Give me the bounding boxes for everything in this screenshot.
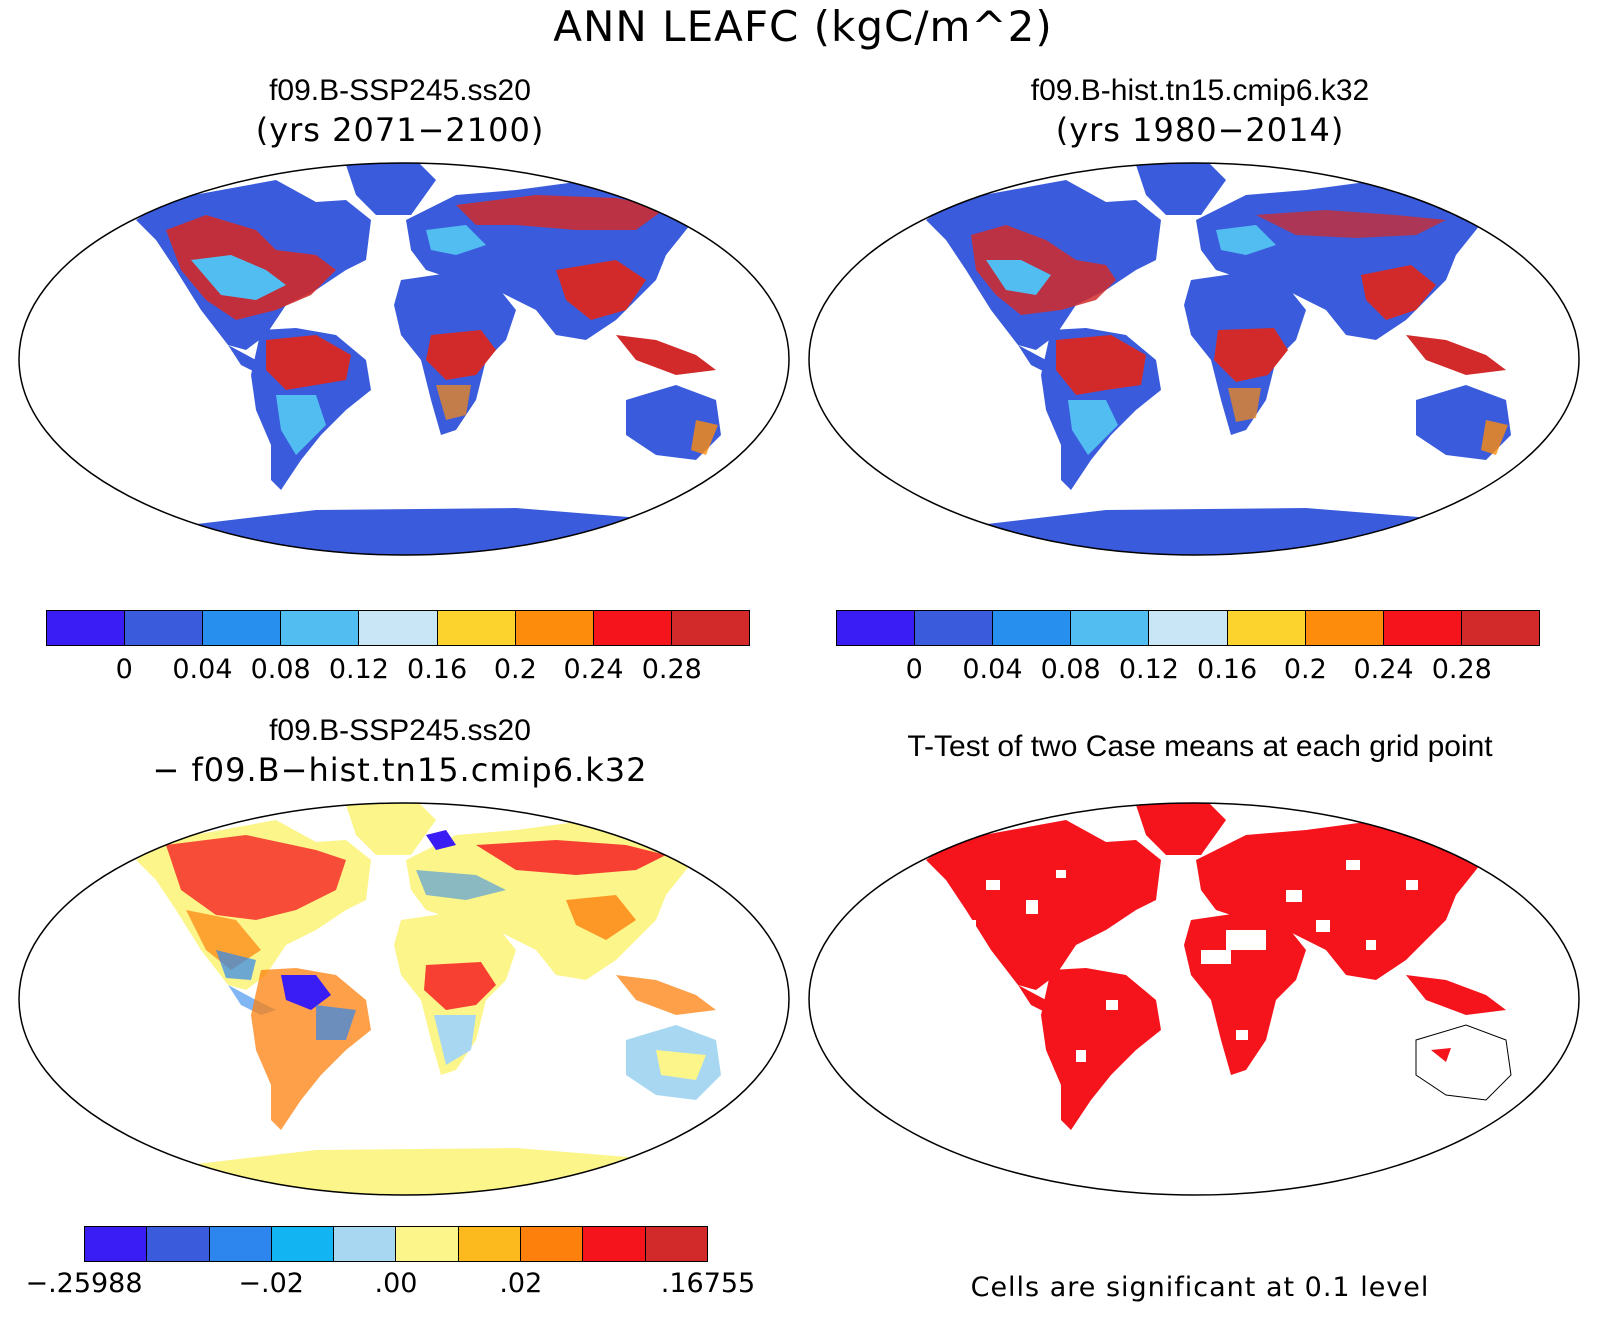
panel-case-name: f09.B-SSP245.ss20 <box>269 74 531 107</box>
colorbar-swatch <box>1305 611 1384 645</box>
colorbar-difference <box>84 1226 708 1262</box>
map-top-left <box>18 162 790 556</box>
colorbar-tick-label: 0.16 <box>1197 654 1258 685</box>
colorbar-swatch <box>437 611 516 645</box>
colorbar-swatch <box>1149 611 1228 645</box>
colorbar-swatch <box>334 1227 397 1261</box>
colorbar-tick-label: −.02 <box>238 1268 304 1299</box>
significance-layer <box>926 803 1512 1130</box>
colorbar-swatch <box>521 1227 584 1261</box>
colorbar-swatch <box>125 611 204 645</box>
colorbar-tick-label: 0.08 <box>250 654 311 685</box>
colorbar-tick-label: 0.2 <box>1283 654 1327 685</box>
colorbar-tick-label: −.25988 <box>25 1268 143 1299</box>
panel-years: (yrs 2071−2100) <box>255 111 545 149</box>
colorbar-swatch <box>837 611 916 645</box>
colorbar-swatch <box>147 1227 210 1261</box>
colorbar-tick-label: 0.28 <box>1431 654 1492 685</box>
figure-title: ANN LEAFC (kgC/m^2) <box>553 2 1053 51</box>
colorbar-tick-label: 0.24 <box>1353 654 1414 685</box>
colorbar-swatch <box>85 1227 148 1261</box>
colorbar-tick-label: 0 <box>115 654 133 685</box>
colorbar-tick-label: .02 <box>499 1268 543 1299</box>
colorbar-swatch <box>915 611 994 645</box>
colorbar-tick-label: 0.12 <box>1118 654 1179 685</box>
colorbar-swatch <box>583 1227 646 1261</box>
colorbar-tick-label: 0.28 <box>641 654 702 685</box>
colorbar-swatch <box>458 1227 522 1261</box>
colorbar-tick-label: 0 <box>905 654 923 685</box>
panel-years: (yrs 1980−2014) <box>1055 111 1345 149</box>
colorbar-tick-label: 0.04 <box>962 654 1023 685</box>
map-top-right <box>808 162 1580 556</box>
panel-difference-label: − f09.B−hist.tn15.cmip6.k32 <box>152 751 648 789</box>
colorbar-swatch <box>203 611 282 645</box>
colorbar-swatch <box>47 611 126 645</box>
panel-title-top-left: f09.B-SSP245.ss20 (yrs 2071−2100) <box>0 72 800 150</box>
colorbar-swatch <box>1227 611 1306 645</box>
colorbar-swatch <box>1071 611 1150 645</box>
colorbar-tick-label: .00 <box>374 1268 418 1299</box>
colorbar-top-left <box>46 610 750 646</box>
colorbar-swatch <box>515 611 594 645</box>
colorbar-top-left-labels: 0 0.04 0.08 0.12 0.16 0.2 0.24 0.28 <box>46 654 750 688</box>
panel-title-top-right: f09.B-hist.tn15.cmip6.k32 (yrs 1980−2014… <box>800 72 1600 150</box>
panel-case-name: f09.B-SSP245.ss20 <box>269 714 531 747</box>
colorbar-swatch <box>271 1227 335 1261</box>
colorbar-swatch <box>993 611 1072 645</box>
colorbar-swatch <box>671 611 749 645</box>
non-significant-cells <box>966 860 1418 1062</box>
panel-title-bottom-right: T-Test of two Case means at each grid po… <box>800 728 1600 766</box>
colorbar-tick-label: 0.24 <box>563 654 624 685</box>
colorbar-top-right-labels: 0 0.04 0.08 0.12 0.16 0.2 0.24 0.28 <box>836 654 1540 688</box>
colorbar-tick-label: 0.12 <box>328 654 389 685</box>
colorbar-swatch <box>1461 611 1539 645</box>
colorbar-swatch <box>645 1227 707 1261</box>
significance-note: Cells are significant at 0.1 level <box>970 1272 1430 1303</box>
colorbar-difference-labels: −.25988 −.02 .00 .02 .16755 <box>25 1268 755 1302</box>
colorbar-tick-label: 0.2 <box>493 654 537 685</box>
colorbar-top-right <box>836 610 1540 646</box>
colorbar-swatch <box>209 1227 272 1261</box>
land-layer <box>116 163 776 555</box>
ttest-title: T-Test of two Case means at each grid po… <box>907 730 1493 763</box>
colorbar-swatch <box>396 1227 459 1261</box>
colorbar-tick-label: 0.16 <box>407 654 468 685</box>
map-bottom-right <box>808 802 1580 1196</box>
colorbar-tick-label: .16755 <box>660 1268 756 1299</box>
colorbar-swatch <box>359 611 438 645</box>
panel-case-name: f09.B-hist.tn15.cmip6.k32 <box>1030 74 1370 107</box>
colorbar-swatch <box>593 611 672 645</box>
colorbar-swatch <box>281 611 360 645</box>
colorbar-tick-label: 0.08 <box>1040 654 1101 685</box>
panel-title-bottom-left: f09.B-SSP245.ss20 − f09.B−hist.tn15.cmip… <box>0 712 800 790</box>
colorbar-tick-label: 0.04 <box>172 654 233 685</box>
colorbar-swatch <box>1383 611 1462 645</box>
map-bottom-left <box>18 802 790 1196</box>
